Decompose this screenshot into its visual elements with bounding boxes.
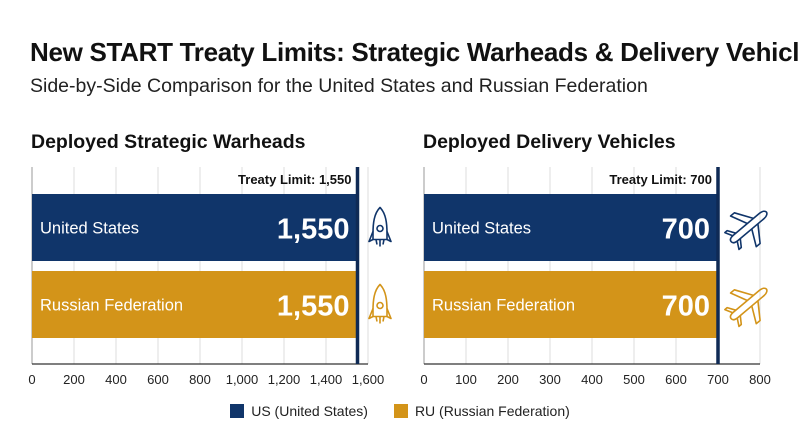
bar-united-states [32, 194, 358, 261]
legend-item-ru: RU (Russian Federation) [393, 403, 570, 419]
x-tick-label: 400 [105, 372, 127, 387]
x-tick-label: 600 [147, 372, 169, 387]
rocket-icon-united-states-exhaust [375, 239, 385, 247]
legend-item-us: US (United States) [230, 403, 368, 419]
x-tick-label: 1,000 [226, 372, 259, 387]
data-label-russian-federation: 700 [662, 291, 710, 323]
x-tick-label: 400 [581, 372, 603, 387]
rocket-icon-united-states-fins [368, 231, 392, 243]
x-tick-label: 300 [539, 372, 561, 387]
rocket-icon-russian-federation [368, 283, 392, 324]
rocket-icon-russian-federation-exhaust [375, 316, 385, 324]
treaty-limit-label: Treaty Limit: 700 [609, 172, 712, 187]
x-tick-label: 1,600 [352, 372, 385, 387]
data-label-united-states: 1,550 [277, 214, 350, 246]
category-label-russian-federation: Russian Federation [432, 297, 575, 315]
rocket-icon-united-states-body [372, 206, 388, 241]
airplane-icon-russian-federation-fuselage [729, 287, 768, 321]
legend: US (United States) RU (Russian Federatio… [0, 403, 800, 419]
x-tick-label: 600 [665, 372, 687, 387]
x-tick-label: 0 [28, 372, 35, 387]
legend-swatch-ru [393, 404, 408, 418]
panel-delivery-vehicles: United States 700 Russian Federation 700 Tre… [420, 167, 771, 387]
x-tick-label: 200 [497, 372, 519, 387]
category-label-russian-federation: Russian Federation [40, 297, 183, 315]
legend-swatch-us [230, 404, 245, 418]
legend-label-ru: RU (Russian Federation) [414, 403, 570, 419]
airplane-icon-russian-federation-wings [729, 289, 761, 325]
treaty-limit-label: Treaty Limit: 1,550 [238, 172, 351, 187]
data-label-russian-federation: 1,550 [277, 291, 350, 323]
airplane-icon-united-states-tail [724, 229, 743, 251]
rocket-icon-united-states [368, 206, 392, 247]
airplane-icon-united-states-fuselage [729, 210, 768, 244]
panel-warheads: United States 1,550 Russian Federation 1,55… [28, 167, 392, 387]
x-tick-label: 200 [63, 372, 85, 387]
airplane-icon-russian-federation-tail [724, 306, 743, 328]
airplane-icon-united-states-wings [729, 212, 761, 248]
x-tick-label: 100 [455, 372, 477, 387]
chart-subtitle: Side-by-Side Comparison for the United S… [30, 75, 648, 97]
x-tick-label: 1,400 [310, 372, 343, 387]
bar-russian-federation [424, 271, 718, 338]
panel-title-warheads: Deployed Strategic Warheads [31, 131, 306, 153]
category-label-united-states: United States [432, 220, 531, 238]
legend-label-us: US (United States) [251, 403, 368, 419]
x-tick-label: 0 [420, 372, 427, 387]
chart-title: New START Treaty Limits: Strategic Warhe… [30, 37, 800, 67]
airplane-icon-russian-federation [724, 287, 768, 328]
x-tick-label: 1,200 [268, 372, 301, 387]
data-label-united-states: 700 [662, 214, 710, 246]
x-tick-label: 500 [623, 372, 645, 387]
airplane-icon-united-states [724, 210, 768, 251]
bar-united-states [424, 194, 718, 261]
category-label-united-states: United States [40, 220, 139, 238]
x-tick-label: 800 [189, 372, 211, 387]
panel-title-delivery-vehicles: Deployed Delivery Vehicles [423, 131, 676, 153]
rocket-icon-russian-federation-fins [368, 308, 392, 320]
rocket-icon-russian-federation-window [376, 301, 384, 310]
x-tick-label: 700 [707, 372, 729, 387]
bar-russian-federation [32, 271, 358, 338]
rocket-icon-united-states-window [376, 224, 384, 233]
rocket-icon-russian-federation-body [372, 283, 388, 318]
x-tick-label: 800 [749, 372, 771, 387]
